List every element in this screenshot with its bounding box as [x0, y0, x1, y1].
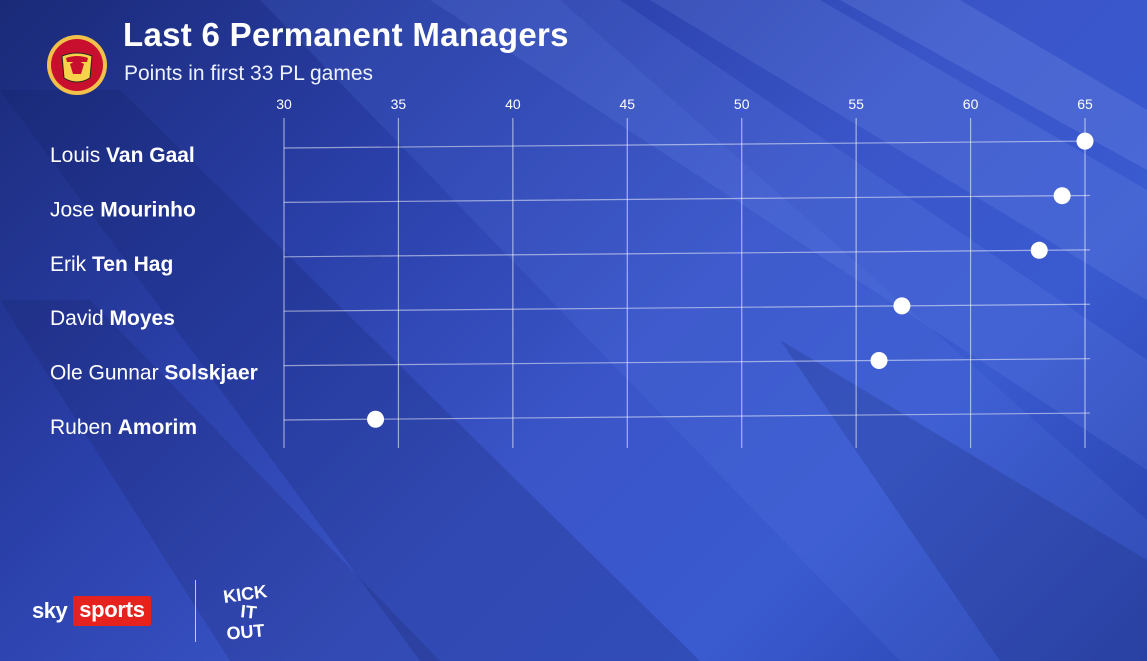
manager-name-label: Ole Gunnar Solskjaer	[50, 362, 258, 385]
manager-last-name: Mourinho	[100, 198, 196, 221]
data-point	[893, 297, 911, 315]
x-tick-label: 60	[963, 96, 979, 112]
manager-name-label: Louis Van Gaal	[50, 144, 195, 167]
kick-it-out-logo-icon: KICK IT OUT	[222, 581, 268, 644]
manager-first-name: Ole Gunnar	[50, 362, 164, 385]
manager-last-name: Moyes	[110, 307, 175, 330]
manager-name-label: Erik Ten Hag	[50, 253, 173, 276]
manager-first-name: Ruben	[50, 416, 118, 439]
data-points	[367, 132, 1094, 428]
manager-name-label: Jose Mourinho	[50, 198, 196, 221]
sky-logo-word: sky	[32, 598, 68, 623]
x-tick-label: 55	[848, 96, 864, 112]
footer-divider	[195, 580, 196, 642]
manager-last-name: Van Gaal	[106, 144, 195, 167]
chart-title: Last 6 Permanent Managers	[123, 16, 569, 53]
manager-last-name: Amorim	[118, 416, 197, 439]
x-tick-label: 45	[619, 96, 635, 112]
x-tick-label: 40	[505, 96, 521, 112]
x-tick-label: 65	[1077, 96, 1093, 112]
manager-last-name: Ten Hag	[92, 253, 173, 276]
x-tick-labels: 30 35 40 45 50 55 60 65	[276, 96, 1093, 112]
manager-first-name: Jose	[50, 198, 100, 221]
manager-first-name: Erik	[50, 253, 92, 276]
chart-grid	[283, 118, 1086, 448]
x-tick-label: 35	[391, 96, 407, 112]
manager-name-label: Ruben Amorim	[50, 416, 197, 439]
row-lines	[283, 140, 1091, 421]
row-line	[283, 249, 1091, 258]
data-point	[870, 351, 888, 369]
row-line	[283, 303, 1091, 312]
kick-it-out-line: OUT	[226, 620, 266, 643]
manager-names: Louis Van Gaal Jose Mourinho Erik Ten Hag D…	[50, 144, 258, 439]
data-point	[1030, 241, 1048, 259]
sky-sports-logo: sky sports	[32, 594, 151, 628]
manager-name-label: David Moyes	[50, 307, 175, 330]
sports-logo-word: sports	[73, 596, 151, 626]
row-line	[283, 358, 1091, 367]
data-point	[1053, 187, 1071, 205]
chart-subtitle: Points in first 33 PL games	[124, 62, 374, 85]
x-tick-label: 30	[276, 96, 292, 112]
manager-first-name: Louis	[50, 144, 106, 167]
manager-last-name: Solskjaer	[164, 362, 257, 385]
data-point	[1076, 132, 1094, 150]
kick-it-out-line: IT	[240, 601, 258, 623]
manchester-united-crest-icon	[47, 35, 107, 95]
row-line	[283, 412, 1091, 421]
x-tick-label: 50	[734, 96, 750, 112]
manager-first-name: David	[50, 307, 110, 330]
row-line	[283, 194, 1091, 203]
row-line	[283, 140, 1091, 149]
data-point	[367, 410, 385, 428]
